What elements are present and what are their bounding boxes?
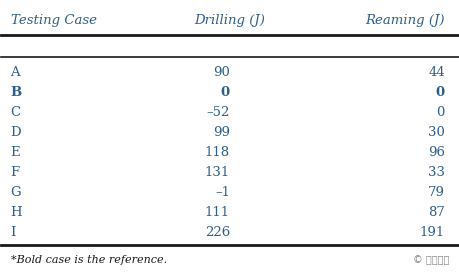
Text: 118: 118 bbox=[204, 146, 230, 159]
Text: H: H bbox=[11, 206, 22, 219]
Text: 33: 33 bbox=[427, 166, 444, 179]
Text: D: D bbox=[11, 126, 21, 139]
Text: A: A bbox=[11, 66, 20, 79]
Text: *Bold case is the reference.: *Bold case is the reference. bbox=[11, 255, 166, 265]
Text: 131: 131 bbox=[204, 166, 230, 179]
Text: 44: 44 bbox=[427, 66, 444, 79]
Text: –1: –1 bbox=[214, 186, 230, 199]
Text: © 微点润滑: © 微点润滑 bbox=[412, 255, 448, 265]
Text: 96: 96 bbox=[427, 146, 444, 159]
Text: 0: 0 bbox=[220, 86, 230, 99]
Text: B: B bbox=[11, 86, 22, 99]
Text: 30: 30 bbox=[427, 126, 444, 139]
Text: Testing Case: Testing Case bbox=[11, 14, 96, 27]
Text: 79: 79 bbox=[427, 186, 444, 199]
Text: G: G bbox=[11, 186, 21, 199]
Text: F: F bbox=[11, 166, 20, 179]
Text: Reaming (J): Reaming (J) bbox=[364, 14, 444, 27]
Text: 191: 191 bbox=[419, 225, 444, 239]
Text: 90: 90 bbox=[213, 66, 230, 79]
Text: –52: –52 bbox=[206, 106, 230, 119]
Text: Drilling (J): Drilling (J) bbox=[194, 14, 265, 27]
Text: 111: 111 bbox=[204, 206, 230, 219]
Text: 87: 87 bbox=[427, 206, 444, 219]
Text: E: E bbox=[11, 146, 20, 159]
Text: 226: 226 bbox=[204, 225, 230, 239]
Text: 99: 99 bbox=[213, 126, 230, 139]
Text: I: I bbox=[11, 225, 16, 239]
Text: C: C bbox=[11, 106, 21, 119]
Text: 0: 0 bbox=[435, 86, 444, 99]
Text: 0: 0 bbox=[436, 106, 444, 119]
